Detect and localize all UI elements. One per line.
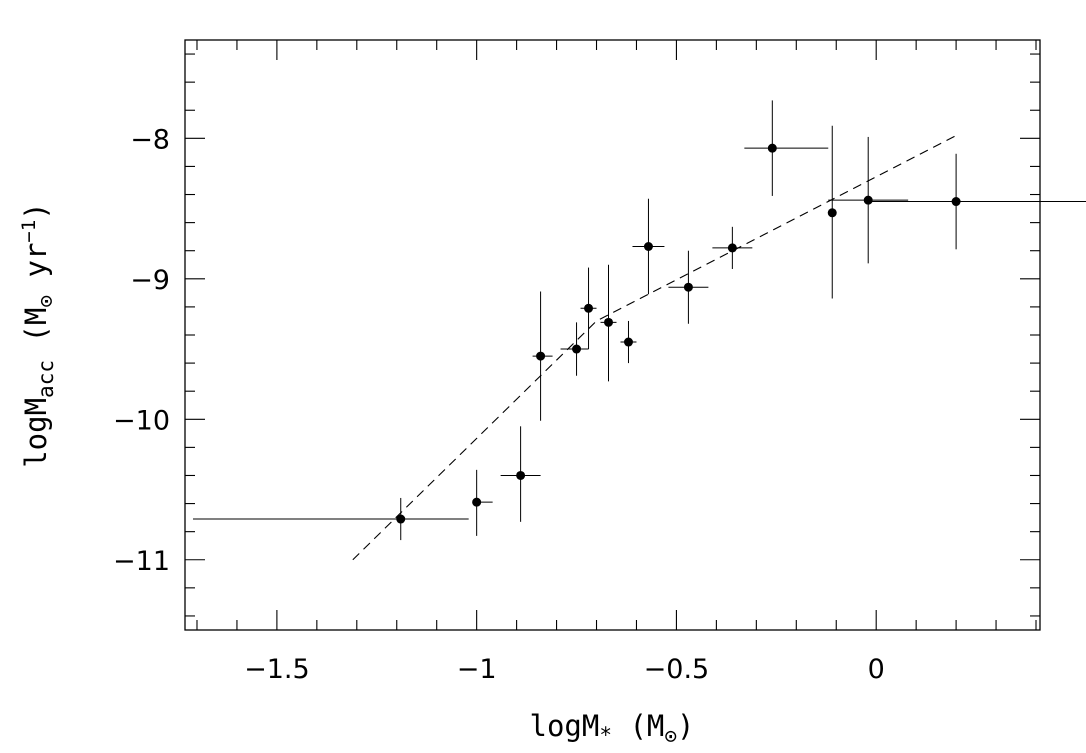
data-points	[192, 100, 1086, 541]
data-point	[623, 337, 633, 347]
data-point	[683, 282, 693, 292]
axis-ticks	[185, 40, 1040, 630]
x-tick-label: −1.5	[244, 654, 310, 685]
y-axis-title-unit-sup: −1	[18, 220, 40, 243]
y-tick-label: −8	[130, 124, 170, 155]
data-point	[472, 497, 482, 507]
tick-labels: −1.5 −1 −0.5 0 −8 −9 −10 −11	[113, 124, 885, 685]
data-point	[396, 514, 406, 524]
y-axis-title-unit-open: (M	[19, 308, 53, 360]
x-axis-title-unit-open: (M	[612, 709, 664, 743]
data-point	[827, 208, 837, 218]
x-axis-title-sub: *	[599, 723, 612, 747]
y-axis-title: logMacc (M⊙ yr−1)	[18, 202, 58, 468]
data-point	[536, 351, 546, 361]
y-axis-title-unit-sub: ⊙	[34, 295, 58, 308]
fit-line	[352, 135, 957, 561]
x-tick-label: −1	[457, 654, 497, 685]
x-axis-title: logM* (M⊙)	[529, 709, 694, 748]
y-axis-title-unit-close: )	[19, 202, 53, 219]
x-axis-title-main: logM	[529, 709, 599, 743]
x-tick-label: −0.5	[644, 654, 710, 685]
data-point	[584, 303, 594, 313]
data-point	[604, 317, 614, 327]
y-tick-label: −10	[113, 405, 170, 436]
y-tick-label: −11	[113, 546, 170, 577]
y-axis-title-sub: acc	[34, 360, 58, 398]
x-axis-title-unit-sub: ⊙	[664, 724, 677, 748]
plot-frame	[184, 39, 1041, 631]
x-axis-title-unit-close: )	[677, 709, 694, 743]
data-point	[516, 470, 526, 480]
data-point	[863, 195, 873, 205]
y-tick-label: −9	[130, 265, 170, 296]
y-axis-title-main: logM	[19, 398, 53, 468]
data-point	[572, 344, 582, 354]
data-point	[767, 143, 777, 153]
data-point	[643, 242, 653, 251]
data-point	[951, 197, 961, 207]
fit-line-group	[352, 135, 957, 561]
data-point	[727, 243, 737, 253]
x-tick-label: 0	[868, 654, 885, 685]
y-axis-title-unit-mid: yr	[19, 243, 53, 295]
